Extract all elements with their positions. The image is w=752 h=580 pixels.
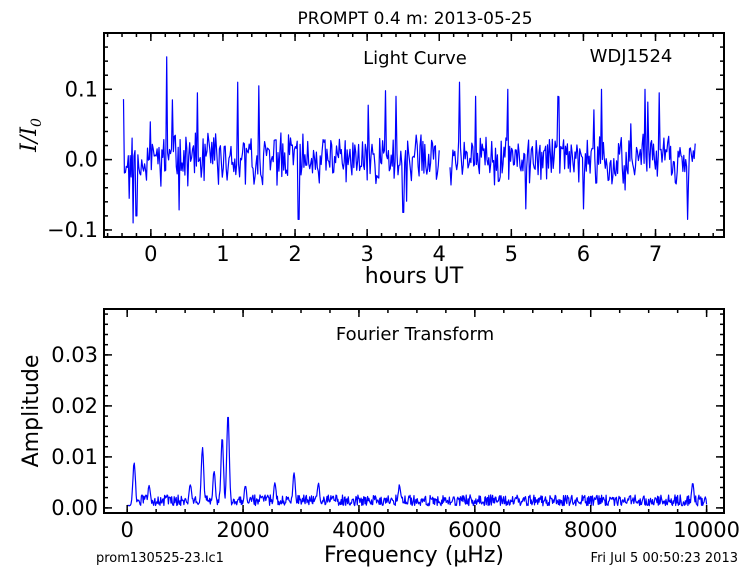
fourier-x-tick-label: 8000	[564, 518, 617, 542]
light-curve-x-tick-label: 4	[433, 242, 446, 266]
light-curve-ticks: 0 1 2 3 4 5 6 7 −0.1 0.0 0.1	[47, 32, 724, 266]
fourier-ticks: 0 2000 4000 6000 8000 10000 0.00 0.01 0.02 0.03	[51, 309, 740, 542]
light-curve-x-tick-label: 6	[577, 242, 590, 266]
light-curve-x-tick-label: 7	[649, 242, 662, 266]
light-curve-x-tick-label: 2	[288, 242, 301, 266]
fourier-frame	[103, 308, 725, 514]
light-curve-title: Light Curve	[363, 48, 467, 69]
fourier-x-tick-label: 6000	[448, 518, 501, 542]
fourier-x-tick-label: 10000	[673, 518, 740, 542]
light-curve-y-tick-label: 0.0	[65, 148, 98, 172]
footer-filename: prom130525-23.lc1	[96, 551, 224, 566]
light-curve-series-line	[122, 56, 696, 224]
light-curve-frame	[103, 32, 725, 238]
fourier-y-tick-label: 0.03	[51, 343, 98, 367]
light-curve-x-tick-label: 5	[505, 242, 518, 266]
light-curve-x-tick-label: 0	[144, 242, 157, 266]
fourier-x-axis-label: Frequency (μHz)	[324, 543, 504, 568]
light-curve-x-tick-label: 1	[216, 242, 229, 266]
light-curve-panel: 0 1 2 3 4 5 6 7 −0.1 0.0 0.1 Light Curve WDJ1524 h…	[17, 32, 725, 289]
light-curve-x-axis-label: hours UT	[365, 264, 464, 289]
fourier-y-axis-label: Amplitude	[19, 355, 44, 468]
footer-timestamp: Fri Jul 5 00:50:23 2013	[591, 551, 738, 566]
fourier-title: Fourier Transform	[336, 324, 494, 345]
light-curve-y-tick-label: 0.1	[65, 77, 98, 101]
fourier-panel: 0 2000 4000 6000 8000 10000 0.00 0.01 0.02 0.03 F…	[19, 308, 740, 568]
fourier-y-tick-label: 0.01	[51, 445, 98, 469]
fourier-y-tick-label: 0.00	[51, 496, 98, 520]
fourier-x-tick-label: 0	[120, 518, 133, 542]
fourier-y-tick-label: 0.02	[51, 394, 98, 418]
figure-title: PROMPT 0.4 m: 2013-05-25	[297, 9, 532, 29]
fourier-x-tick-label: 4000	[332, 518, 385, 542]
light-curve-y-axis-label: I/I0	[17, 118, 45, 153]
light-curve-target-label: WDJ1524	[590, 46, 673, 67]
fourier-x-tick-label: 2000	[216, 518, 269, 542]
light-curve-x-tick-label: 3	[360, 242, 373, 266]
fourier-series-line	[127, 416, 708, 507]
light-curve-y-tick-label: −0.1	[47, 218, 98, 242]
